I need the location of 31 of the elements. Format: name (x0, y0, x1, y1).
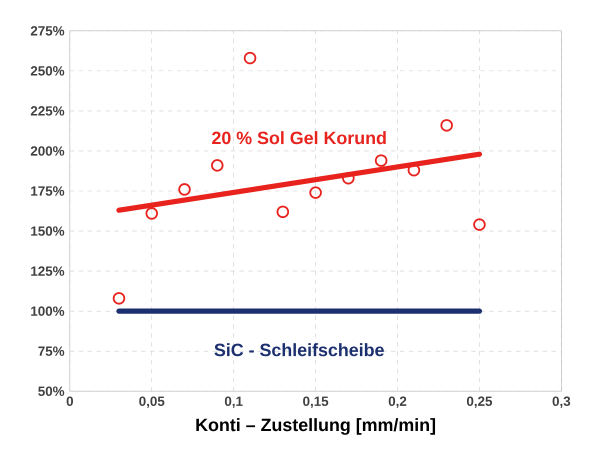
x-tick-label: 0,2 (388, 396, 406, 408)
point (276, 206, 290, 218)
point (146, 207, 158, 220)
point (244, 52, 256, 64)
point (342, 172, 355, 184)
point (309, 186, 322, 199)
point (211, 159, 224, 172)
y-tick-label: 275% (30, 26, 64, 36)
x-tick-label: 0,25 (466, 396, 492, 408)
y-tick-label: 225% (30, 106, 64, 116)
y-tick-label: 100% (31, 306, 64, 316)
y-tick-label: 175% (31, 186, 64, 196)
x-tick-label: 0,15 (303, 396, 328, 408)
x-tick-label: 0 (66, 396, 74, 406)
point (473, 218, 486, 231)
x-tick-label: 0,05 (139, 396, 164, 408)
series-label: 20 % Sol Gel Korund (212, 131, 386, 144)
point (178, 183, 191, 196)
y-tick-label: 250% (30, 66, 64, 76)
y-tick-label: 200% (30, 146, 64, 156)
x-axis-title: Konti – Zustellung [mm/min] (196, 418, 436, 435)
y-tick-label: 125% (31, 266, 64, 276)
point (440, 119, 453, 132)
x-tick-label: 0,3 (552, 396, 570, 408)
x-tick-label: 0,1 (224, 396, 243, 408)
point (374, 154, 388, 167)
point (112, 292, 126, 305)
y-tick-label: 50% (38, 386, 64, 396)
series-label: SiC - Schleifscheibe (214, 343, 384, 356)
y-tick-label: 150% (31, 226, 64, 236)
y-tick-label: 75% (38, 346, 64, 356)
